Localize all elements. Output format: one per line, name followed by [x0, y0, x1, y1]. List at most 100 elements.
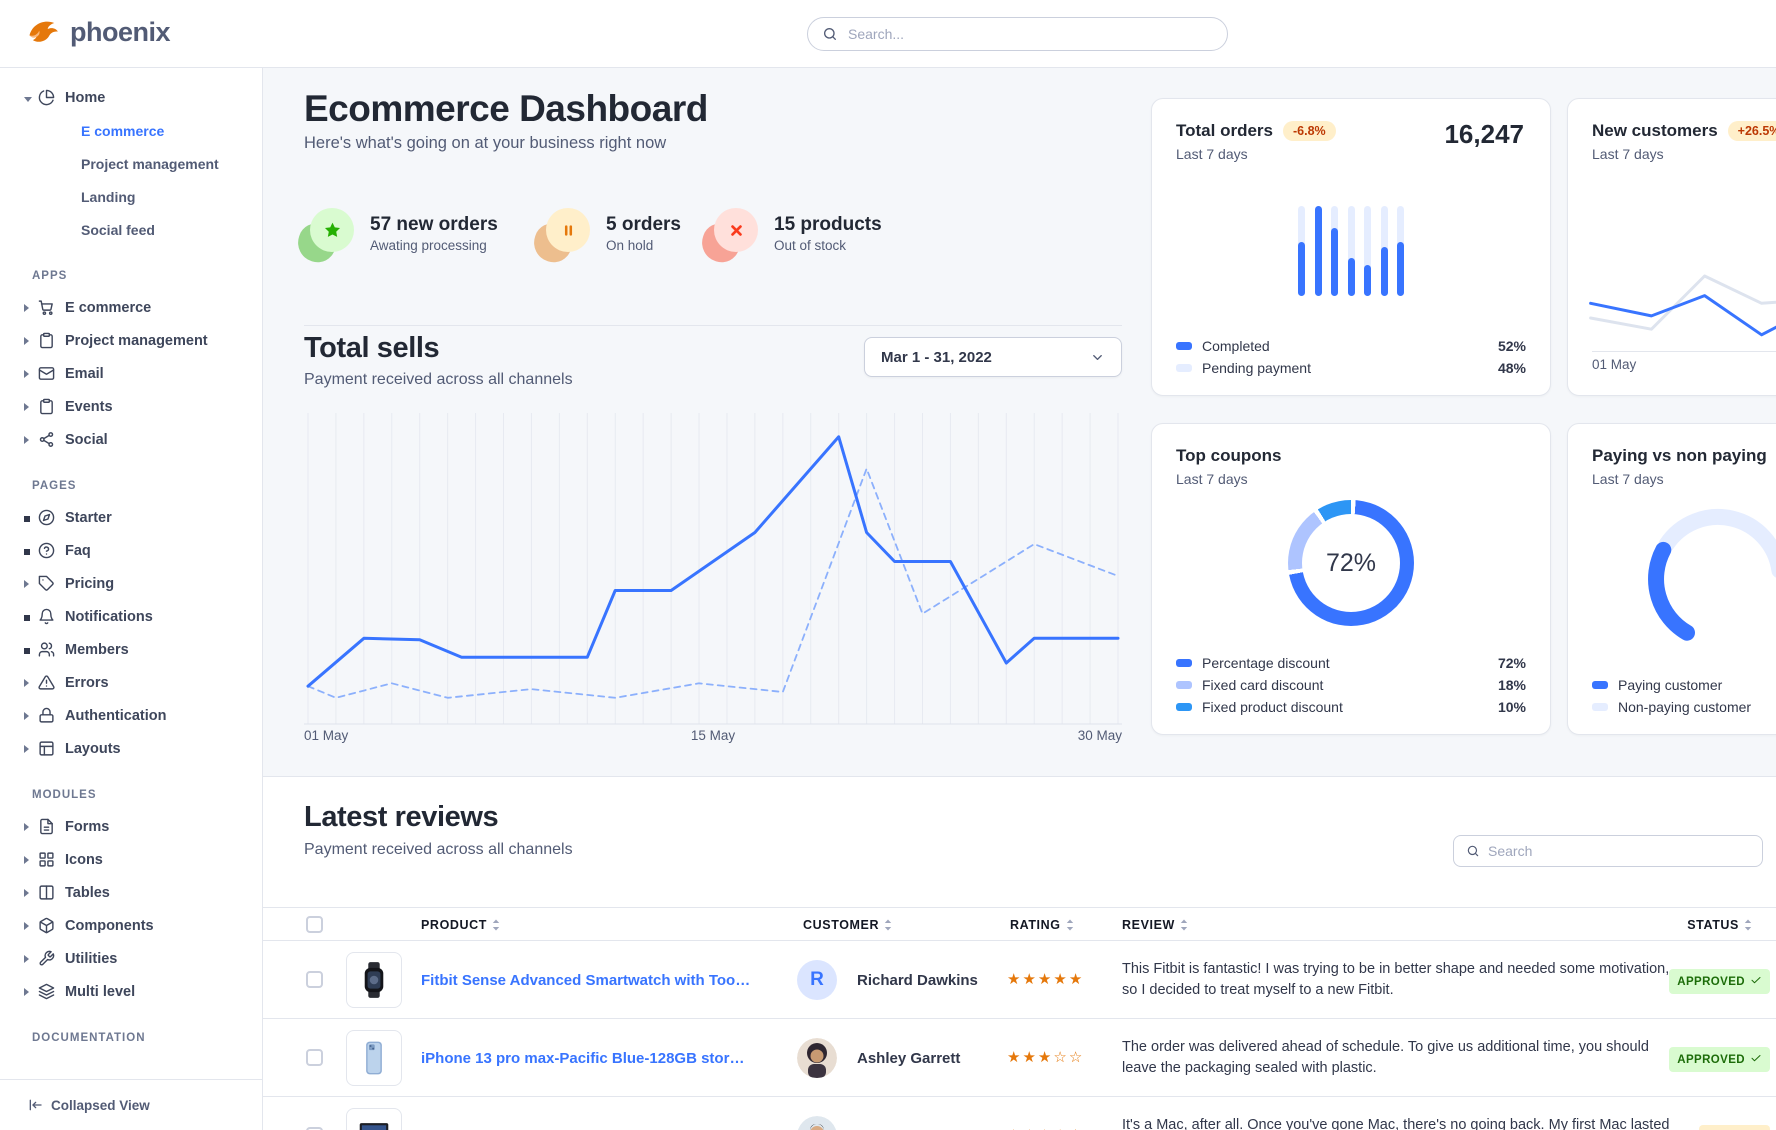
row-checkbox[interactable]	[306, 971, 323, 988]
new-customers-card: New customers +26.5% Last 7 days 01 May	[1567, 98, 1776, 396]
star-icon: ★	[1068, 971, 1085, 988]
sidebar-item-authentication[interactable]: Authentication	[0, 699, 262, 732]
legend-label: Paying customer	[1618, 677, 1723, 693]
sidebar-item-forms[interactable]: Forms	[0, 810, 262, 843]
row-checkbox[interactable]	[306, 1049, 323, 1066]
legend-item: Completed 52%	[1176, 335, 1526, 357]
column-header-customer[interactable]: CUSTOMER	[803, 908, 892, 942]
stat-text: 15 products Out of stock	[774, 214, 882, 253]
caret-right-icon	[24, 365, 38, 383]
sidebar-item-utilities[interactable]: Utilities	[0, 942, 262, 975]
sidebar-item-starter[interactable]: Starter	[0, 501, 262, 534]
sidebar-item-label: Project management	[65, 332, 208, 349]
product-thumbnail-smartwatch	[346, 952, 402, 1008]
alert-triangle-icon	[38, 674, 55, 691]
legend-item: Percentage discount 72%	[1176, 652, 1526, 674]
top-coupons-donut-chart: 72%	[1288, 500, 1414, 626]
star-outline: ☆	[1069, 1127, 1084, 1130]
sidebar-item-icons[interactable]: Icons	[0, 843, 262, 876]
total-orders-legend: Completed 52% Pending payment 48%	[1176, 335, 1526, 379]
column-header-review[interactable]: REVIEW	[1122, 908, 1188, 942]
brand-name: phoenix	[70, 16, 171, 47]
sidebar-item-landing[interactable]: Landing	[0, 180, 262, 213]
stat-value: 5 orders	[606, 213, 681, 235]
sidebar-item-notifications[interactable]: Notifications	[0, 600, 262, 633]
sidebar-item-e-commerce[interactable]: E commerce	[0, 114, 262, 147]
caret-spacer	[24, 608, 38, 626]
sidebar-item-layouts[interactable]: Layouts	[0, 732, 262, 765]
column-header-label: REVIEW	[1122, 918, 1175, 932]
sidebar-item-errors[interactable]: Errors	[0, 666, 262, 699]
sidebar-item-label: Multi level	[65, 983, 136, 1000]
row-checkbox[interactable]	[306, 1127, 323, 1130]
stat-out-of-stock: 15 products Out of stock	[697, 208, 882, 267]
column-header-rating[interactable]: RATING	[1010, 908, 1074, 942]
new-customers-line-chart	[1589, 274, 1776, 337]
collapse-sidebar-button[interactable]: Collapsed View	[0, 1079, 262, 1130]
customer-name: Woodrow Burton	[857, 1128, 978, 1130]
help-circle-icon	[38, 542, 55, 559]
product-link[interactable]: iPhone 13 pro max-Pacific Blue-128GB sto…	[421, 1050, 751, 1067]
sidebar-item-multi-level[interactable]: Multi level	[0, 975, 262, 1008]
wrench-icon	[38, 950, 55, 967]
sidebar-item-events[interactable]: Events	[0, 390, 262, 423]
table-row[interactable]: Fitbit Sense Advanced Smartwatch with To…	[263, 941, 1776, 1019]
gauge-segment-paying	[1648, 541, 1695, 641]
customer-name: Ashley Garrett	[857, 1050, 961, 1067]
table-row[interactable]: Apple MacBook Pro 13 inch-M1-8/256GBWood…	[263, 1097, 1776, 1130]
latest-reviews-section: Latest reviews Payment received across a…	[263, 776, 1776, 1130]
column-header-status[interactable]: STATUS	[1687, 908, 1752, 942]
sidebar-item-members[interactable]: Members	[0, 633, 262, 666]
date-range-select[interactable]: Mar 1 - 31, 2022	[864, 337, 1122, 377]
sidebar-item-home[interactable]: Home	[0, 81, 262, 114]
stat-value: 57 new orders	[370, 213, 498, 235]
product-link[interactable]: Fitbit Sense Advanced Smartwatch with To…	[421, 972, 751, 989]
sidebar-item-email[interactable]: Email	[0, 357, 262, 390]
sidebar-item-social-feed[interactable]: Social feed	[0, 213, 262, 246]
sidebar-item-components[interactable]: Components	[0, 909, 262, 942]
review-text: The order was delivered ahead of schedul…	[1122, 1039, 1649, 1077]
sidebar-nav: Home E commerce Project management Landing S…	[0, 68, 262, 1045]
sidebar-item-label: Components	[65, 917, 154, 934]
bar-track	[1347, 206, 1355, 296]
legend-swatch	[1176, 364, 1192, 372]
rating-stars: ★★★★☆★	[1007, 1126, 1084, 1130]
brand-logo[interactable]: phoenix	[25, 14, 171, 50]
status-badge: PENDING	[1698, 1125, 1770, 1130]
star-icon: ★	[1037, 1049, 1054, 1066]
x-axis-label: 30 May	[1077, 728, 1122, 743]
sidebar-item-project-management[interactable]: Project management	[0, 324, 262, 357]
legend-swatch	[1592, 681, 1608, 689]
caret-right-icon	[24, 299, 38, 317]
sidebar-item-pricing[interactable]: Pricing	[0, 567, 262, 600]
bell-icon	[38, 608, 55, 625]
card-title: Total orders	[1176, 121, 1273, 140]
reviews-search-input[interactable]	[1488, 843, 1750, 859]
sidebar-item-e-commerce[interactable]: E commerce	[0, 291, 262, 324]
card-period: Last 7 days	[1176, 471, 1248, 487]
customer-name: Richard Dawkins	[857, 972, 978, 989]
search-input[interactable]	[848, 26, 1213, 42]
sort-icon	[1180, 919, 1188, 931]
legend-item: Non-paying customer	[1592, 696, 1776, 718]
bar-track	[1298, 206, 1305, 296]
sidebar-item-label: Landing	[81, 188, 136, 205]
sidebar-item-tables[interactable]: Tables	[0, 876, 262, 909]
gauge-segment-non-paying	[1658, 509, 1776, 578]
select-all-checkbox[interactable]	[306, 916, 323, 933]
caret-right-icon	[24, 884, 38, 902]
caret-right-icon	[24, 851, 38, 869]
star-icon: ★	[1053, 971, 1069, 988]
sidebar-item-social[interactable]: Social	[0, 423, 262, 456]
bar-fill	[1331, 227, 1338, 296]
caret-right-icon	[24, 431, 38, 449]
clipboard-icon	[38, 398, 55, 415]
legend-swatch	[1176, 703, 1192, 711]
column-header-product[interactable]: PRODUCT	[421, 908, 500, 942]
sidebar-item-faq[interactable]: Faq	[0, 534, 262, 567]
table-row[interactable]: iPhone 13 pro max-Pacific Blue-128GB sto…	[263, 1019, 1776, 1097]
star-icon: ★	[1053, 1127, 1068, 1130]
caret-right-icon	[24, 950, 38, 968]
stat-icon-wrap	[293, 208, 354, 267]
sidebar-item-project-management[interactable]: Project management	[0, 147, 262, 180]
